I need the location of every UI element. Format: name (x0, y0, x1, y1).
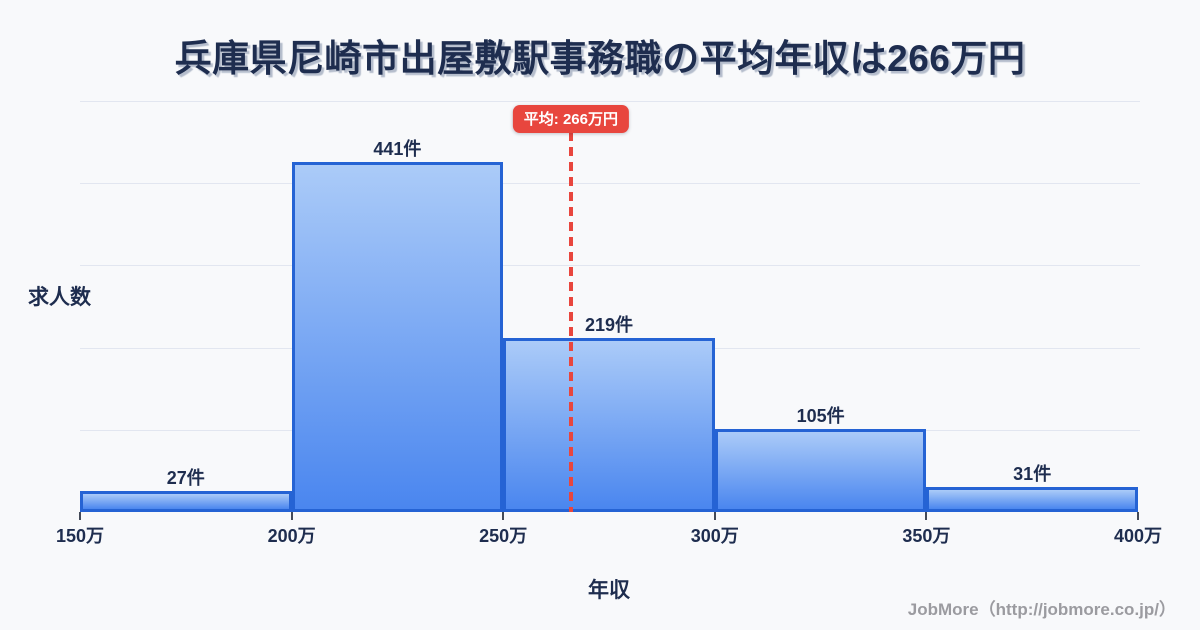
x-axis-tick (713, 512, 716, 520)
x-axis-tick-label: 350万 (902, 526, 951, 546)
average-badge: 平均: 266万円 (512, 105, 630, 133)
x-axis-tick-label: 400万 (1113, 526, 1163, 546)
x-axis-tick (290, 512, 293, 520)
histogram-bar (503, 338, 715, 512)
x-axis-tick-label: 200万 (267, 526, 316, 546)
gridline (80, 183, 1140, 185)
bar-value-label: 105件 (796, 405, 845, 426)
bar-value-label: 219件 (584, 315, 634, 336)
bar-value-label: 27件 (166, 467, 205, 488)
gridline (80, 101, 1140, 102)
x-axis-label: 年収 (588, 579, 630, 602)
histogram-bar (926, 487, 1138, 512)
x-axis-tick (79, 512, 81, 520)
bar-value-label: 441件 (373, 139, 422, 159)
x-axis-tick (502, 512, 505, 520)
gridline (80, 265, 1140, 267)
bar-value-label: 31件 (1013, 464, 1052, 485)
histogram-bar (714, 428, 927, 512)
histogram-bar (291, 162, 504, 512)
chart-title: 兵庫県尼崎市出屋敷駅事務職の平均年収は266万円 (174, 38, 1026, 79)
y-axis-label: 求人数 (28, 286, 91, 309)
x-axis-tick (1137, 512, 1139, 520)
histogram-bar (80, 490, 292, 512)
x-axis-tick-label: 300万 (690, 526, 739, 546)
x-axis-tick (925, 512, 928, 520)
average-dashed-line (568, 132, 573, 512)
x-axis-tick-label: 250万 (479, 526, 528, 546)
credit-footer: JobMore（http://jobmore.co.jp/） (907, 600, 1176, 619)
x-axis-tick-label: 150万 (55, 526, 105, 546)
